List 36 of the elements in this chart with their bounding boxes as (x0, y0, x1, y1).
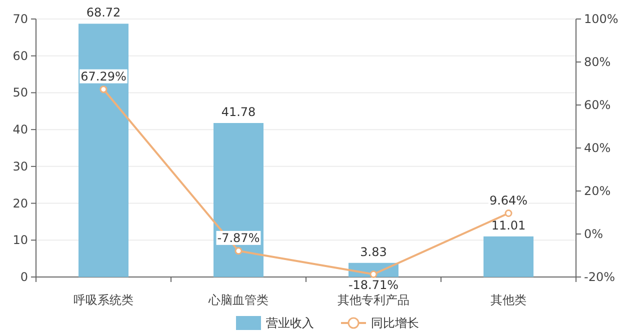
legend-label: 同比增长 (371, 316, 419, 330)
data-label: 3.83 (360, 244, 387, 259)
y2-tick-label: 20% (584, 184, 611, 198)
y2-tick-label: -20% (584, 270, 616, 284)
x-tick-label: 呼吸系统类 (74, 293, 134, 307)
y2-tick-label: 0% (584, 227, 604, 241)
y-tick-label: 50 (12, 86, 28, 100)
y2-tick-label: 60% (584, 98, 611, 112)
point (100, 86, 108, 94)
data-label: -7.87% (217, 230, 260, 245)
y-tick-label: 40 (12, 122, 28, 137)
x-tick-label: 心脑血管类 (208, 293, 268, 307)
point (234, 247, 242, 255)
data-label: 41.78 (221, 105, 256, 120)
data-label: 9.64% (489, 193, 528, 208)
y2-tick-label: 40% (584, 141, 611, 155)
data-label: 67.29% (80, 69, 126, 84)
data-label: 11.01 (491, 218, 526, 232)
y-tick-label: 60 (12, 48, 28, 63)
data-label: 68.72 (86, 6, 121, 20)
bar (214, 123, 264, 277)
point (370, 270, 378, 278)
y-tick-label: 30 (12, 159, 28, 174)
x-tick-label: 其他专利产品 (338, 293, 410, 307)
bar (78, 24, 128, 277)
y-tick-label: 20 (12, 196, 28, 210)
y2-tick-label: 80% (584, 55, 611, 69)
y-tick-label: 70 (12, 12, 28, 26)
data-label: -18.71% (348, 278, 399, 292)
x-tick-label: 其他类 (490, 293, 526, 307)
y-tick-label: 0 (20, 270, 28, 284)
y-tick-label: 10 (12, 233, 28, 248)
y2-tick-label: 100% (584, 12, 618, 26)
point (504, 210, 512, 218)
legend-label: 营业收入 (266, 316, 314, 330)
bar (484, 236, 534, 277)
